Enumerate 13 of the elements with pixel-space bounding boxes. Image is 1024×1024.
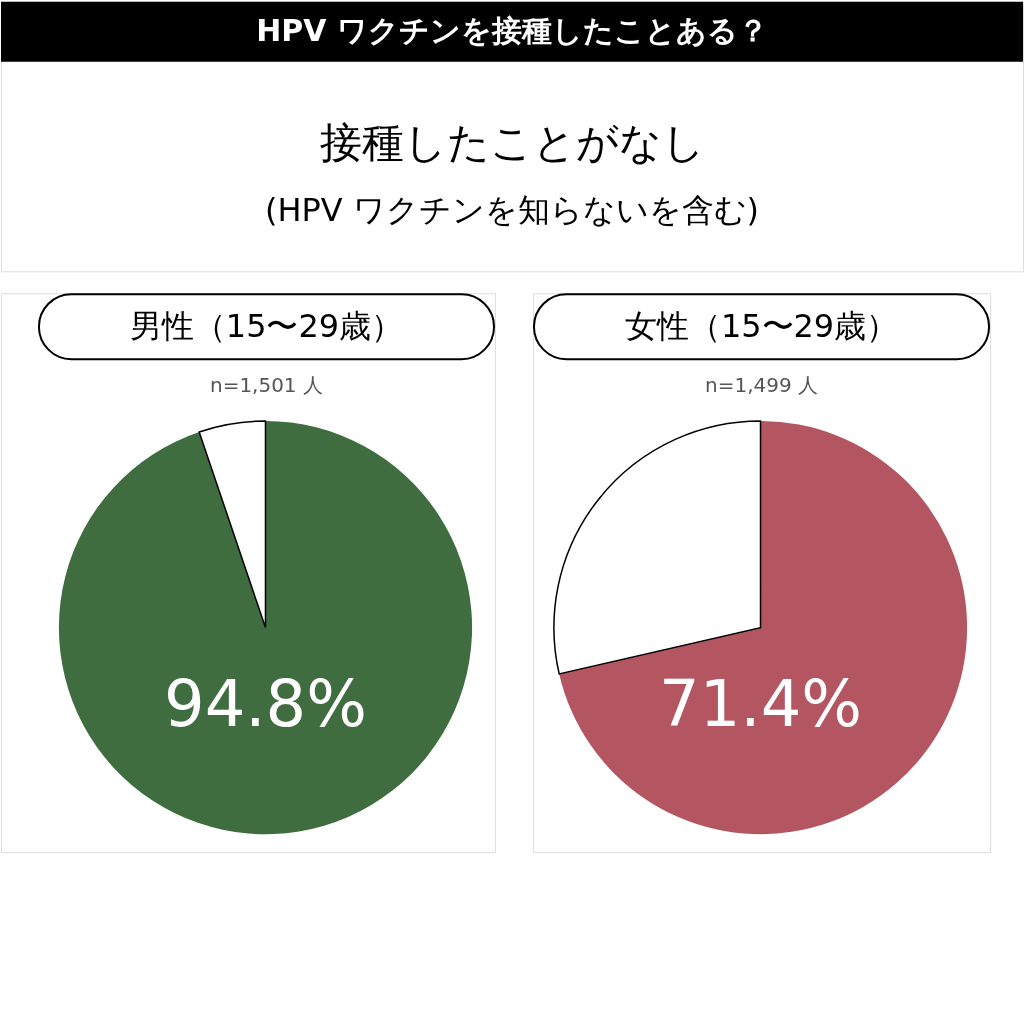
pie-slice xyxy=(559,421,967,834)
data-label: 71.4% xyxy=(659,667,862,742)
chart-subtitle: n=1,501 人 xyxy=(210,373,323,398)
pie-slice xyxy=(198,420,267,629)
chart-title: 女性（15〜29歳） xyxy=(624,307,899,346)
pie-slice xyxy=(553,420,762,675)
chart-title: 男性（15〜29歳） xyxy=(129,307,404,346)
pie-slice xyxy=(59,421,473,835)
data-label: 94.8% xyxy=(164,667,367,742)
text: 接種したことがなし xyxy=(319,117,705,167)
text: (HPV ワクチンを知らないを含む) xyxy=(264,191,760,230)
chart-subtitle: n=1,499 人 xyxy=(705,373,818,398)
text: HPV ワクチンを接種したことある？ xyxy=(256,12,768,48)
